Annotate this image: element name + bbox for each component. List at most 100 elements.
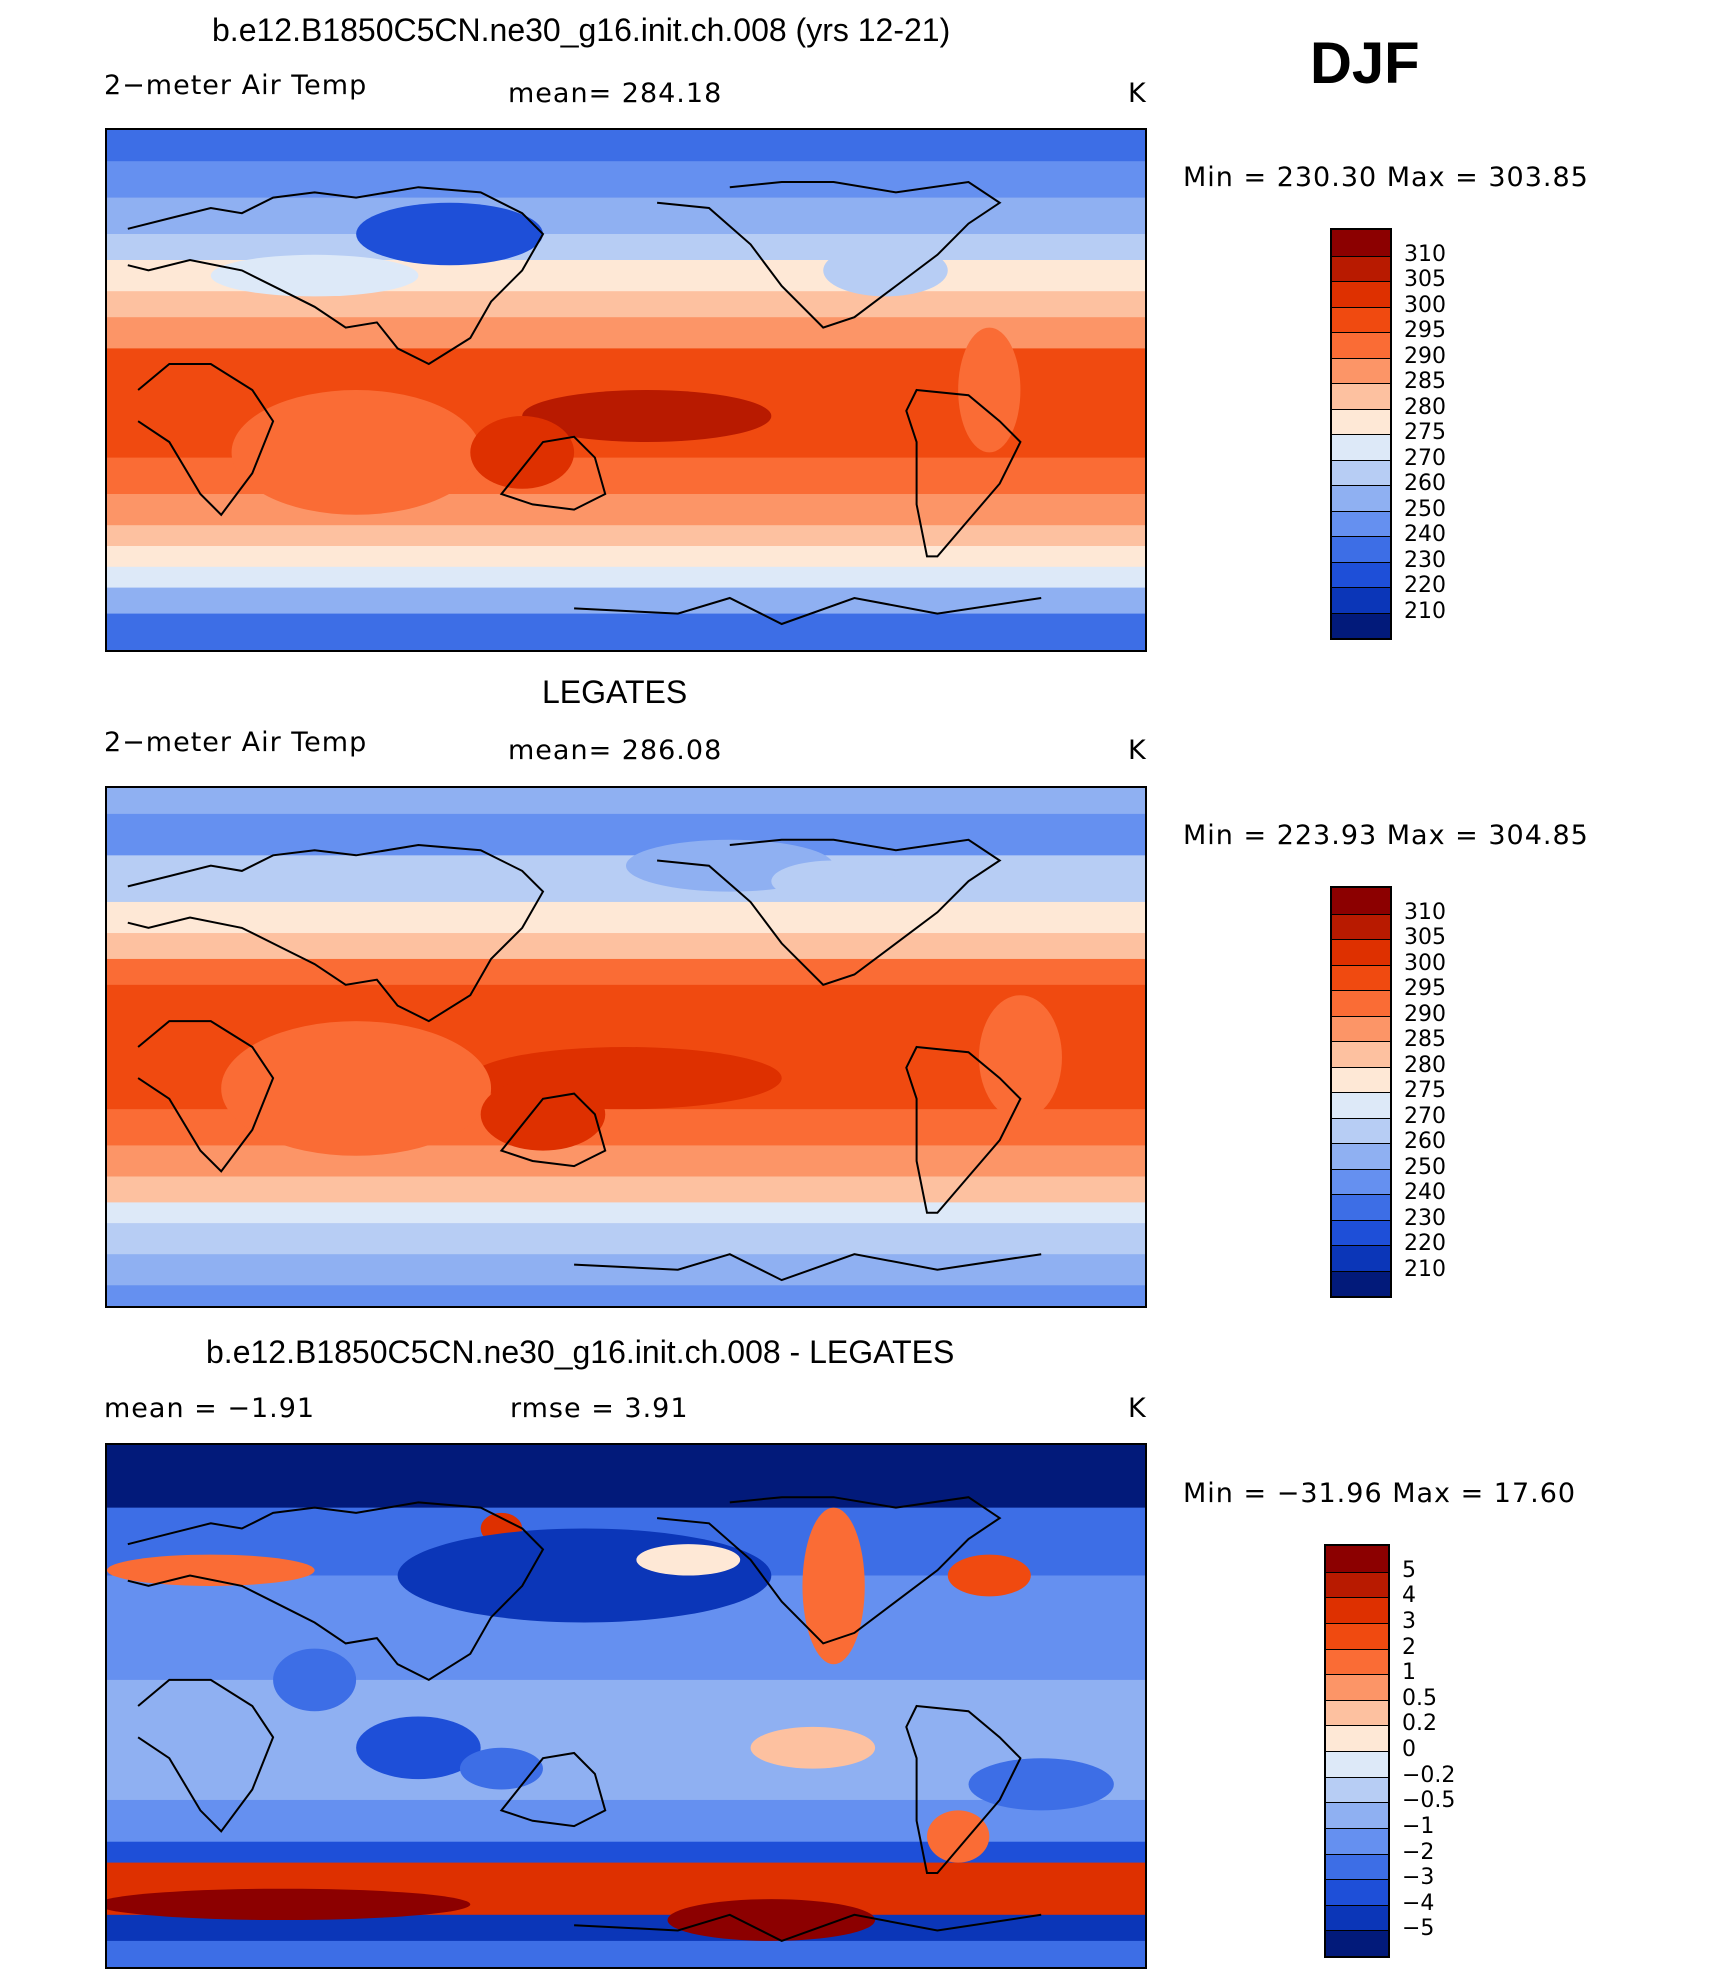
colorbar-swatch — [1326, 1597, 1388, 1623]
colorbar-tick-label: 295 — [1404, 318, 1446, 343]
field-anomaly — [231, 390, 481, 515]
colorbar-tick-label: 220 — [1404, 573, 1446, 598]
coastline — [127, 186, 545, 366]
field-band — [107, 291, 1145, 319]
coastline — [574, 1253, 1042, 1282]
colorbar-tick-label: 290 — [1404, 1001, 1446, 1027]
coastline — [657, 1496, 1002, 1645]
colorbar-swatch — [1332, 332, 1390, 358]
colorbar-tick-label: 290 — [1404, 343, 1446, 369]
field-band — [107, 1445, 1145, 1509]
field-anomaly — [356, 202, 543, 266]
min-max-label: Min = 223.93 Max = 304.85 — [1183, 820, 1589, 851]
colorbar-tick-label: 210 — [1404, 598, 1446, 624]
field-anomaly — [107, 1554, 315, 1586]
colorbar-swatch — [1332, 913, 1390, 939]
field-band — [107, 525, 1145, 547]
mean-label: mean= 284.18 — [508, 78, 723, 109]
field-anomaly — [522, 390, 772, 442]
variable-label: 2−meter Air Temp — [104, 70, 368, 101]
colorbar-swatch — [1326, 1802, 1388, 1828]
min-max-label: Min = 230.30 Max = 303.85 — [1183, 162, 1589, 193]
field-anomaly — [750, 1726, 876, 1769]
colorbar-swatch — [1326, 1571, 1388, 1598]
colorbar-swatch — [1332, 964, 1390, 990]
colorbar-tick-label: 270 — [1404, 1103, 1446, 1129]
field-band — [107, 958, 1145, 986]
field-anomaly — [636, 1544, 741, 1576]
colorbar-tick-label: 260 — [1404, 1129, 1446, 1154]
coastline — [127, 1501, 545, 1682]
colorbar-tick-label: −5 — [1402, 1916, 1435, 1942]
coastline — [127, 843, 545, 1023]
field-band — [107, 1285, 1145, 1306]
coastline — [657, 180, 1002, 329]
field-band — [107, 813, 1145, 857]
field-band — [107, 130, 1145, 163]
colorbar-swatch — [1332, 1066, 1390, 1092]
colorbar-swatch — [1326, 1674, 1388, 1700]
field-band — [107, 1254, 1145, 1287]
coastline — [137, 1020, 275, 1173]
coastline — [499, 1092, 607, 1168]
colorbar: 5 4 3 2 1 0.5 0.2 0 −0.2 −0.5 −1 −2 −3 −4 −5 — [1324, 1544, 1455, 1958]
colorbar-tick-label: 295 — [1404, 976, 1446, 1001]
colorbar-tick-label: 250 — [1404, 1154, 1446, 1180]
colorbar-tick-label: 2 — [1402, 1634, 1416, 1660]
colorbar-tick-label: 300 — [1404, 292, 1446, 318]
colorbar: 310 305 300 295 290 285 280 275 270 260 250 240 230 2… — [1330, 228, 1446, 640]
field-band — [107, 1176, 1145, 1204]
field-anomaly — [968, 1758, 1114, 1811]
min-max-label: Min = −31.96 Max = 17.60 — [1183, 1478, 1577, 1509]
colorbar-swatch — [1332, 612, 1390, 638]
colorbar-swatch — [1332, 536, 1390, 562]
panel-title: LEGATES — [542, 674, 688, 710]
field-band — [107, 546, 1145, 568]
colorbar-swatch — [1326, 1751, 1388, 1777]
mean-label: mean = −1.91 — [104, 1393, 316, 1424]
field-anomaly — [978, 995, 1062, 1120]
panel-title: b.e12.B1850C5CN.ne30_g16.init.ch.008 - L… — [206, 1334, 955, 1370]
colorbar-swatch — [1326, 1904, 1388, 1931]
field-band — [107, 901, 1145, 935]
colorbar-swatch — [1332, 1143, 1390, 1169]
colorbar-swatch — [1332, 383, 1390, 409]
field-band — [107, 1145, 1145, 1178]
colorbar-tick-label: 270 — [1404, 445, 1446, 471]
colorbar-swatch — [1332, 434, 1390, 460]
field-band — [107, 1799, 1145, 1843]
colorbar-swatch — [1326, 1930, 1388, 1956]
mean-label: mean= 286.08 — [508, 735, 723, 766]
field-anomaly — [667, 1899, 876, 1941]
field-anomaly — [947, 1554, 1031, 1597]
field-band — [107, 234, 1145, 261]
colorbar-tick-label: 230 — [1404, 1205, 1446, 1231]
colorbar-swatch — [1332, 306, 1390, 332]
colorbar-tick-label: 300 — [1404, 950, 1446, 976]
colorbar-tick-label: 310 — [1404, 241, 1446, 267]
colorbar-swatch — [1332, 408, 1390, 434]
rmse-label: rmse = 3.91 — [510, 1393, 689, 1424]
colorbar-tick-label: −0.2 — [1402, 1762, 1456, 1788]
colorbar-tick-label: 305 — [1404, 925, 1446, 950]
map-svg — [107, 130, 1145, 650]
field-anomaly — [210, 254, 419, 297]
colorbar-swatch — [1332, 281, 1390, 307]
colorbar-tick-label: 210 — [1404, 1256, 1446, 1282]
colorbar-tick-label: 260 — [1404, 471, 1446, 496]
field-band — [107, 788, 1145, 815]
colorbar-swatch — [1332, 357, 1390, 383]
colorbar-tick-label: 230 — [1404, 547, 1446, 573]
units-label: K — [1128, 735, 1147, 766]
colorbar-tick-label: 0.2 — [1402, 1711, 1437, 1737]
units-label: K — [1128, 78, 1147, 109]
field-anomaly — [459, 1747, 543, 1790]
field-band — [107, 855, 1145, 903]
coastline — [905, 388, 1022, 558]
colorbar-tick-label: 4 — [1402, 1583, 1416, 1609]
colorbar-tick-label: 0.5 — [1402, 1685, 1437, 1711]
coastline — [905, 1704, 1022, 1874]
colorbar: 310 305 300 295 290 285 280 275 270 260 250 240 230 2… — [1330, 886, 1446, 1298]
colorbar-tick-label: 240 — [1404, 1180, 1446, 1205]
coastline — [137, 363, 275, 517]
